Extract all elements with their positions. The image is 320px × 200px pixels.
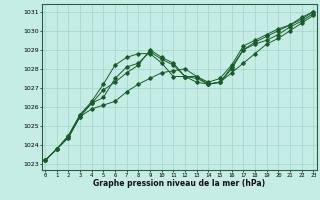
X-axis label: Graphe pression niveau de la mer (hPa): Graphe pression niveau de la mer (hPa)	[93, 179, 265, 188]
